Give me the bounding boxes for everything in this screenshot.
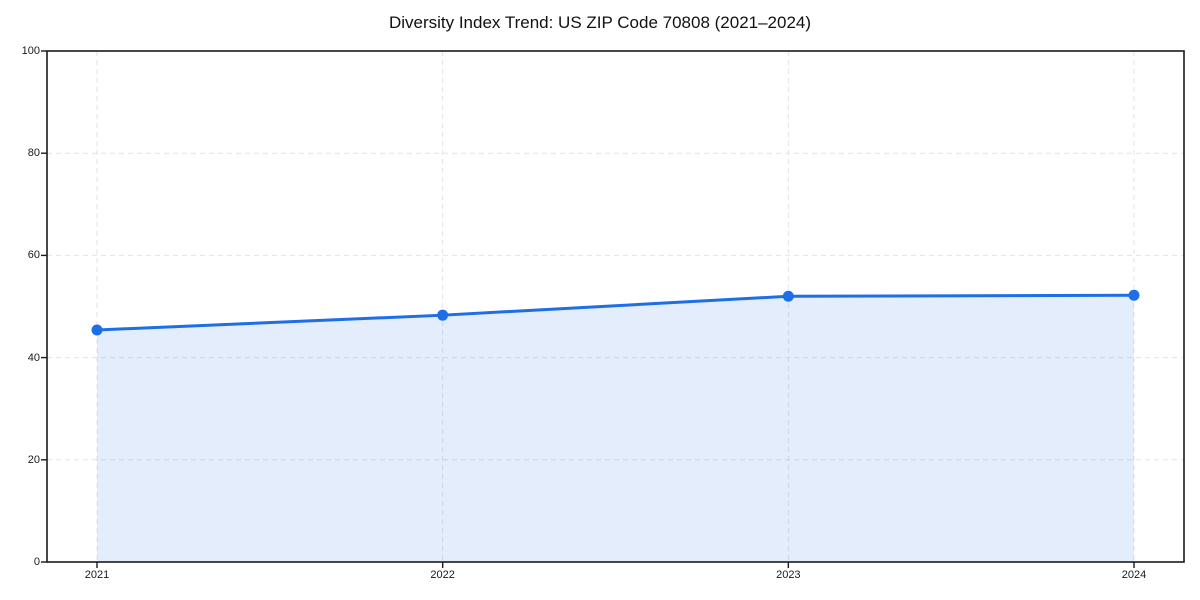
chart-title: Diversity Index Trend: US ZIP Code 70808… bbox=[388, 13, 812, 32]
plot-border bbox=[46, 50, 1185, 563]
data-point-marker bbox=[437, 309, 449, 321]
y-tick-label: 20 bbox=[27, 453, 40, 466]
trend-line bbox=[95, 293, 1136, 332]
x-tick-label: 2022 bbox=[430, 569, 455, 581]
x-tick-label: 2021 bbox=[84, 569, 110, 581]
area-fill bbox=[97, 295, 1134, 562]
y-tick-label: 0 bbox=[33, 556, 40, 568]
data-point-marker bbox=[91, 324, 103, 336]
y-tick-label: 100 bbox=[21, 45, 40, 57]
y-tick-label: 80 bbox=[27, 147, 40, 160]
data-point-marker bbox=[1128, 289, 1140, 301]
data-point-marker bbox=[782, 290, 794, 302]
x-tick-label: 2023 bbox=[776, 569, 801, 581]
y-tick-label: 40 bbox=[27, 351, 40, 364]
y-tick-label: 60 bbox=[27, 249, 40, 262]
x-tick-label: 2024 bbox=[1121, 569, 1147, 581]
